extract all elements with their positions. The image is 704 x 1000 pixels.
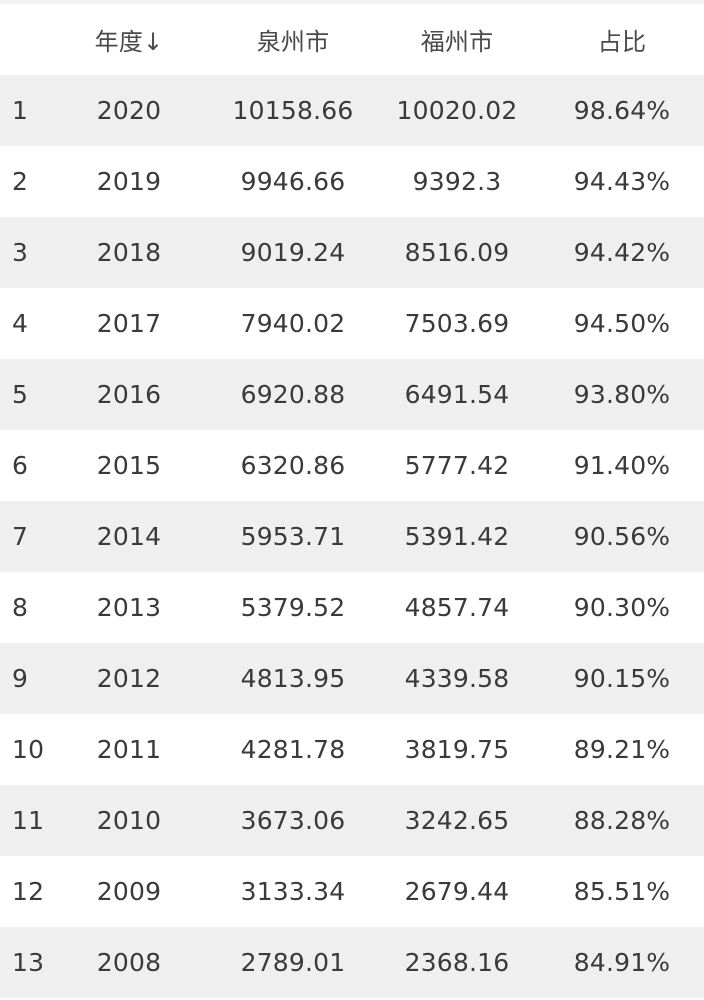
table-row: 4 2017 7940.02 7503.69 94.50%	[0, 288, 704, 359]
cell-ratio: 85.51%	[573, 877, 671, 906]
cell-fuzhou: 4339.58	[404, 664, 510, 693]
cell-fuzhou: 5777.42	[404, 451, 510, 480]
table-row: 7 2014 5953.71 5391.42 90.56%	[0, 501, 704, 572]
cell-index: 1	[12, 96, 29, 125]
cell-fuzhou: 2368.16	[404, 948, 510, 977]
cell-ratio: 93.80%	[573, 380, 671, 409]
cell-ratio: 90.56%	[573, 522, 671, 551]
cell-quanzhou: 6320.86	[240, 451, 346, 480]
cell-fuzhou: 3819.75	[404, 735, 510, 764]
cell-fuzhou: 3242.65	[404, 806, 510, 835]
cell-quanzhou: 5953.71	[240, 522, 346, 551]
cell-fuzhou: 9392.3	[412, 167, 502, 196]
table-row: 1 2020 10158.66 10020.02 98.64%	[0, 75, 704, 146]
cell-quanzhou: 9019.24	[240, 238, 346, 267]
table-row: 8 2013 5379.52 4857.74 90.30%	[0, 572, 704, 643]
cell-ratio: 94.43%	[573, 167, 671, 196]
header-year-sortable[interactable]: 年度↓	[94, 28, 164, 56]
cell-quanzhou: 7940.02	[240, 309, 346, 338]
cell-index: 6	[12, 451, 29, 480]
table-row: 6 2015 6320.86 5777.42 91.40%	[0, 430, 704, 501]
table-row: 13 2008 2789.01 2368.16 84.91%	[0, 927, 704, 998]
cell-quanzhou: 3673.06	[240, 806, 346, 835]
cell-ratio: 94.50%	[573, 309, 671, 338]
cell-year: 2010	[96, 806, 162, 835]
table-row: 12 2009 3133.34 2679.44 85.51%	[0, 856, 704, 927]
cell-year: 2014	[96, 522, 162, 551]
cell-index: 5	[12, 380, 29, 409]
table-row: 11 2010 3673.06 3242.65 88.28%	[0, 785, 704, 856]
cell-ratio: 94.42%	[573, 238, 671, 267]
cell-quanzhou: 10158.66	[232, 96, 354, 125]
table-row: 5 2016 6920.88 6491.54 93.80%	[0, 359, 704, 430]
cell-year: 2012	[96, 664, 162, 693]
top-divider	[0, 0, 704, 4]
cell-ratio: 98.64%	[573, 96, 671, 125]
cell-quanzhou: 9946.66	[240, 167, 346, 196]
cell-year: 2013	[96, 593, 162, 622]
cell-index: 10	[12, 735, 45, 764]
cell-fuzhou: 2679.44	[404, 877, 510, 906]
cell-year: 2019	[96, 167, 162, 196]
cell-index: 12	[12, 877, 45, 906]
table-header: 年度↓ 泉州市 福州市 占比	[0, 4, 704, 75]
cell-quanzhou: 2789.01	[240, 948, 346, 977]
cell-index: 2	[12, 167, 29, 196]
cell-ratio: 84.91%	[573, 948, 671, 977]
cell-ratio: 90.15%	[573, 664, 671, 693]
cell-index: 13	[12, 948, 45, 977]
cell-index: 11	[12, 806, 45, 835]
cell-quanzhou: 5379.52	[240, 593, 346, 622]
cell-year: 2009	[96, 877, 162, 906]
cell-index: 4	[12, 309, 29, 338]
table-row: 3 2018 9019.24 8516.09 94.42%	[0, 217, 704, 288]
header-quanzhou: 泉州市	[256, 28, 330, 56]
header-fuzhou: 福州市	[420, 28, 494, 56]
cell-year: 2018	[96, 238, 162, 267]
header-index	[0, 4, 58, 75]
header-ratio: 占比	[597, 28, 647, 56]
cell-quanzhou: 4813.95	[240, 664, 346, 693]
cell-index: 8	[12, 593, 29, 622]
cell-year: 2011	[96, 735, 162, 764]
cell-quanzhou: 3133.34	[240, 877, 346, 906]
cell-fuzhou: 7503.69	[404, 309, 510, 338]
cell-ratio: 88.28%	[573, 806, 671, 835]
cell-fuzhou: 8516.09	[404, 238, 510, 267]
table-row: 9 2012 4813.95 4339.58 90.15%	[0, 643, 704, 714]
cell-year: 2016	[96, 380, 162, 409]
cell-fuzhou: 10020.02	[396, 96, 518, 125]
table-row: 2 2019 9946.66 9392.3 94.43%	[0, 146, 704, 217]
cell-quanzhou: 6920.88	[240, 380, 346, 409]
cell-index: 9	[12, 664, 29, 693]
cell-year: 2008	[96, 948, 162, 977]
table-body: 1 2020 10158.66 10020.02 98.64% 2 2019 9946.66 9…	[0, 75, 704, 998]
cell-index: 7	[12, 522, 29, 551]
cell-fuzhou: 5391.42	[404, 522, 510, 551]
table-row: 10 2011 4281.78 3819.75 89.21%	[0, 714, 704, 785]
cell-year: 2020	[96, 96, 162, 125]
cell-fuzhou: 4857.74	[404, 593, 510, 622]
cell-index: 3	[12, 238, 29, 267]
cell-year: 2017	[96, 309, 162, 338]
cell-fuzhou: 6491.54	[404, 380, 510, 409]
cell-ratio: 91.40%	[573, 451, 671, 480]
cell-year: 2015	[96, 451, 162, 480]
cell-ratio: 89.21%	[573, 735, 671, 764]
cell-quanzhou: 4281.78	[240, 735, 346, 764]
cell-ratio: 90.30%	[573, 593, 671, 622]
